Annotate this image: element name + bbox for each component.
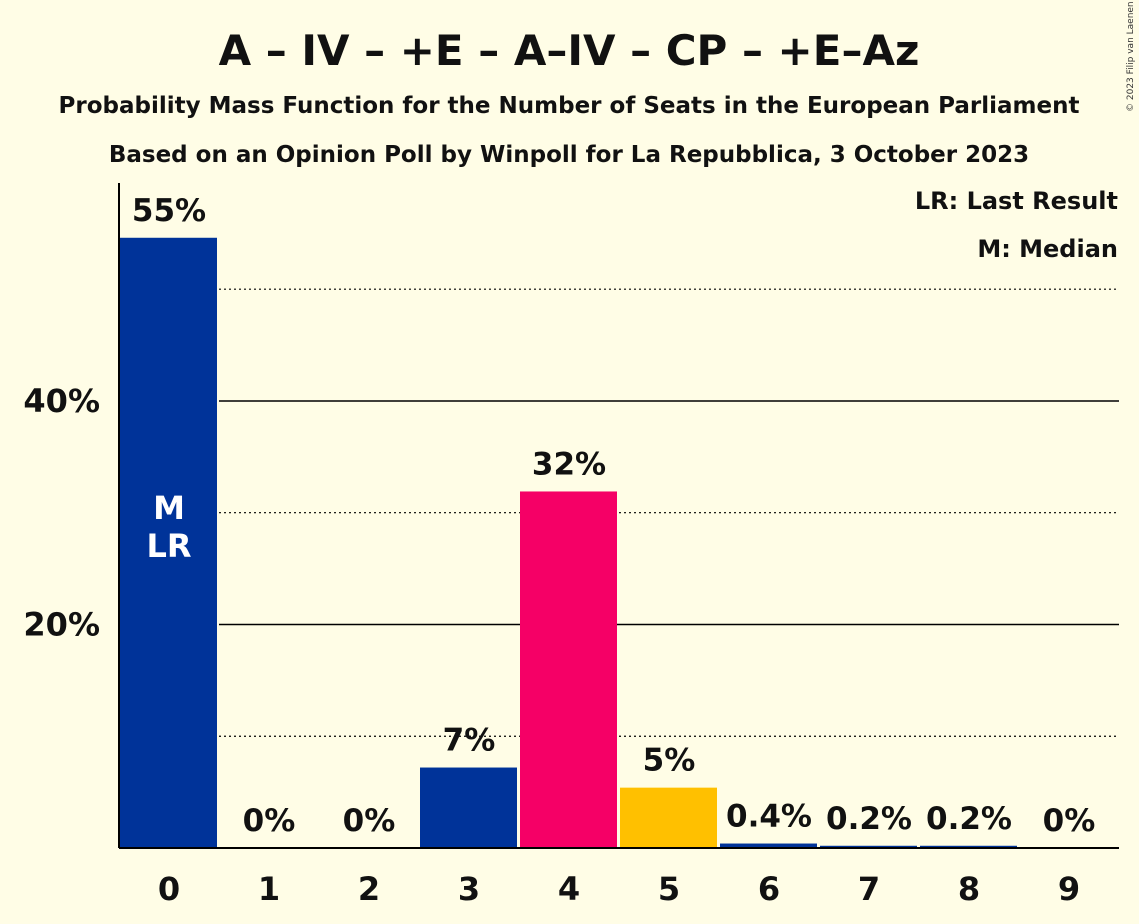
- y-tick-label-0: 20%: [23, 605, 100, 643]
- x-tick-label-7: 7: [858, 870, 880, 908]
- bar-6: [720, 843, 817, 848]
- copyright-note: © 2023 Filip van Laenen: [1126, 1, 1136, 112]
- chart-subtitle: Probability Mass Function for the Number…: [59, 93, 1080, 119]
- value-label-4: 32%: [532, 446, 606, 482]
- value-labels: 55% 0% 0% 7% 32% 5% 0.4% 0.2% 0.2% 0% MLR: [132, 193, 1095, 839]
- bar-4: [520, 491, 617, 848]
- value-label-7: 0.2%: [826, 801, 912, 837]
- value-label-5: 5%: [643, 743, 696, 779]
- x-tick-label-5: 5: [658, 870, 680, 908]
- x-tick-label-3: 3: [458, 870, 480, 908]
- x-tick-label-4: 4: [558, 870, 580, 908]
- value-label-1: 0%: [243, 803, 296, 839]
- value-label-9: 0%: [1043, 803, 1096, 839]
- x-tick-label-8: 8: [958, 870, 980, 908]
- bar-5: [620, 787, 717, 848]
- x-tick-label-0: 0: [158, 870, 180, 908]
- x-axis-ticks: 0 1 2 3 4 5 6 7 8 9: [158, 870, 1080, 908]
- bar-3: [420, 767, 517, 848]
- value-label-8: 0.2%: [926, 801, 1012, 837]
- x-tick-label-9: 9: [1058, 870, 1080, 908]
- y-axis-ticks: 20% 40%: [23, 382, 100, 644]
- bar-8: [920, 845, 1017, 848]
- legend-median: M: Median: [977, 235, 1118, 263]
- value-label-3: 7%: [443, 723, 496, 759]
- last-result-marker: LR: [146, 527, 191, 565]
- value-label-0: 55%: [132, 193, 206, 229]
- median-marker: M: [153, 489, 185, 527]
- bars: [120, 237, 1017, 848]
- x-tick-label-6: 6: [758, 870, 780, 908]
- chart-title: A – IV – +E – A–IV – CP – +E–Az: [219, 26, 920, 75]
- bar-7: [820, 845, 917, 848]
- value-label-6: 0.4%: [726, 799, 812, 835]
- chart-source: Based on an Opinion Poll by Winpoll for …: [109, 142, 1029, 168]
- x-tick-label-2: 2: [358, 870, 380, 908]
- legend-last-result: LR: Last Result: [915, 187, 1118, 215]
- x-tick-label-1: 1: [258, 870, 280, 908]
- gridlines: [219, 288, 1119, 737]
- y-tick-label-1: 40%: [23, 382, 100, 420]
- bar-0: [120, 237, 217, 848]
- value-label-2: 0%: [343, 803, 396, 839]
